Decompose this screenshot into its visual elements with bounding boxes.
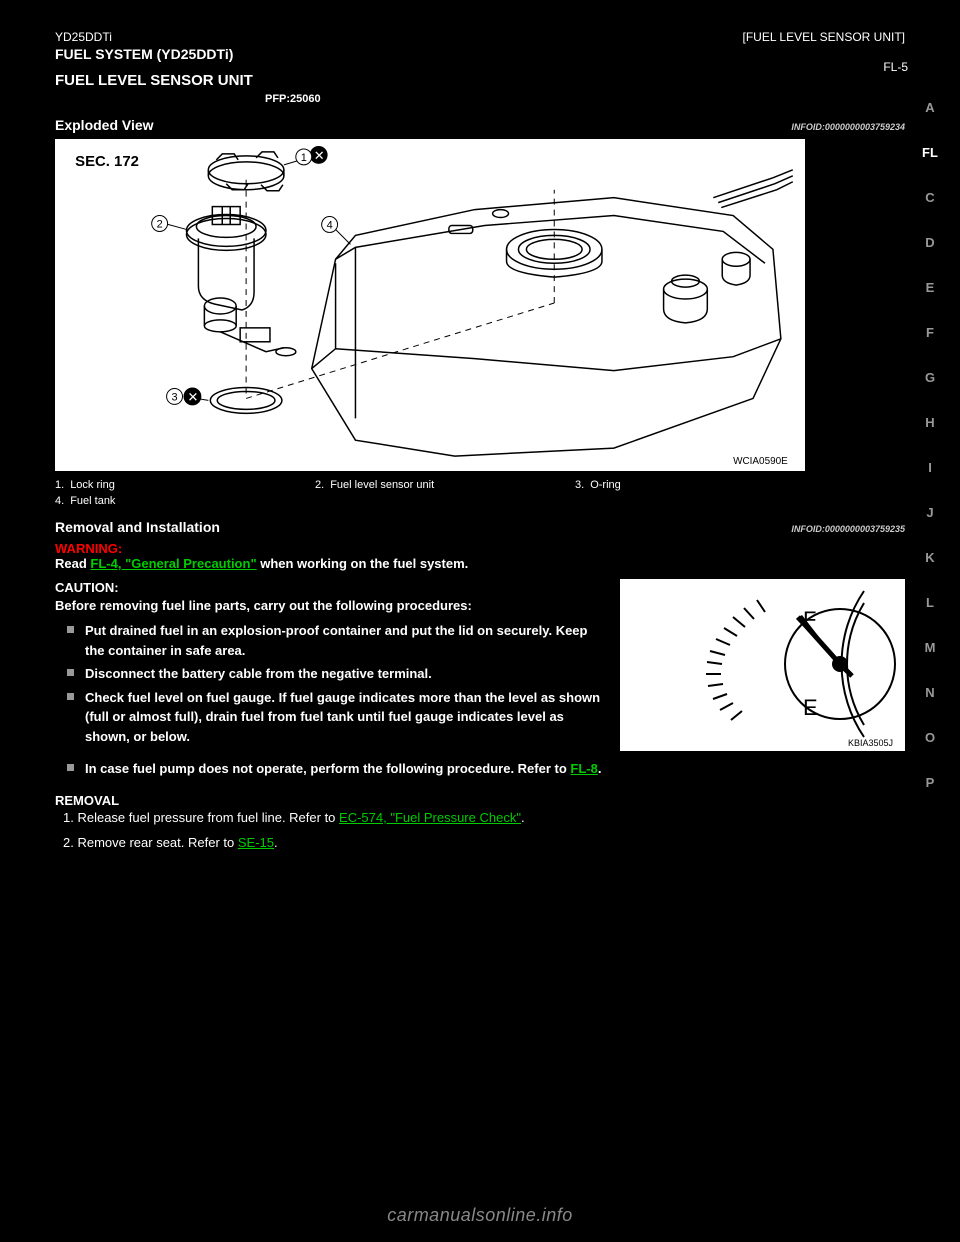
header-model: YD25DDTi	[55, 30, 112, 44]
bullet-item: Disconnect the battery cable from the ne…	[85, 664, 608, 684]
sidebar-item-fl[interactable]: FL	[922, 145, 938, 160]
caution-line: Before removing fuel line parts, carry o…	[55, 597, 608, 615]
warning-text: Read FL-4, "General Precaution" when wor…	[55, 556, 905, 571]
section-sidebar: A FL C D E F G H I J K L M N O P	[910, 100, 950, 790]
diagram-sec-label: SEC. 172	[75, 154, 139, 170]
legend-num: 1.	[55, 479, 64, 491]
gauge-empty-label: E	[803, 695, 818, 720]
bullet-item: In case fuel pump does not operate, perf…	[85, 759, 905, 779]
bullet-item: Put drained fuel in an explosion-proof c…	[85, 621, 608, 660]
legend-num: 4.	[55, 495, 64, 507]
sidebar-item-d[interactable]: D	[925, 235, 934, 250]
svg-text:1: 1	[301, 152, 307, 164]
warning-post: when working on the fuel system.	[257, 556, 469, 571]
general-precaution-link[interactable]: FL-4, "General Precaution"	[90, 556, 256, 571]
sidebar-item-n[interactable]: N	[925, 685, 934, 700]
fuel-pressure-link[interactable]: EC-574, "Fuel Pressure Check"	[339, 810, 521, 825]
svg-text:✕: ✕	[187, 389, 198, 404]
step-pre: 1. Release fuel pressure from fuel line.…	[63, 810, 339, 825]
sidebar-item-m[interactable]: M	[925, 640, 936, 655]
legend-label: Fuel tank	[70, 495, 115, 507]
sidebar-item-h[interactable]: H	[925, 415, 934, 430]
warning-label: WARNING:	[55, 541, 905, 556]
sidebar-item-i[interactable]: I	[928, 460, 932, 475]
bullet-post: .	[598, 761, 602, 776]
page-number: FL-5	[883, 60, 908, 74]
sidebar-item-j[interactable]: J	[926, 505, 933, 520]
sidebar-item-e[interactable]: E	[926, 280, 935, 295]
step-pre: 2. Remove rear seat. Refer to	[63, 835, 238, 850]
sidebar-item-k[interactable]: K	[925, 550, 934, 565]
legend-label: O-ring	[590, 479, 621, 491]
caution-label: CAUTION:	[55, 579, 608, 597]
legend-label: Lock ring	[70, 479, 115, 491]
step-post: .	[274, 835, 278, 850]
fuel-gauge-diagram: F E KBIA3505J	[620, 579, 905, 751]
bullet-pre: In case fuel pump does not operate, perf…	[85, 761, 570, 776]
section-title: FUEL LEVEL SENSOR UNIT	[55, 72, 905, 89]
gauge-code: KBIA3505J	[848, 738, 893, 748]
svg-text:2: 2	[157, 218, 163, 230]
rear-seat-link[interactable]: SE-15	[238, 835, 274, 850]
watermark: carmanualsonline.info	[0, 1205, 960, 1226]
warning-pre: Read	[55, 556, 90, 571]
legend-num: 2.	[315, 479, 324, 491]
sidebar-item-f[interactable]: F	[926, 325, 934, 340]
legend-label: Fuel level sensor unit	[330, 479, 434, 491]
svg-text:✕: ✕	[314, 148, 325, 163]
sidebar-item-c[interactable]: C	[925, 190, 934, 205]
step-2: 2. Remove rear seat. Refer to SE-15.	[63, 833, 905, 853]
sidebar-item-o[interactable]: O	[925, 730, 935, 745]
sidebar-item-l[interactable]: L	[926, 595, 934, 610]
exploded-infoid: INFOID:0000000003759234	[791, 122, 905, 132]
step-1: 1. Release fuel pressure from fuel line.…	[63, 808, 905, 828]
header-section: [FUEL LEVEL SENSOR UNIT]	[743, 30, 906, 44]
step-post: .	[521, 810, 525, 825]
diagram-code: WCIA0590E	[733, 456, 788, 467]
gauge-full-label: F	[803, 607, 816, 632]
bullet-item: Check fuel level on fuel gauge. If fuel …	[85, 688, 608, 747]
svg-text:4: 4	[327, 219, 333, 231]
draw-fuel-link[interactable]: FL-8	[570, 761, 597, 776]
sidebar-item-p[interactable]: P	[926, 775, 935, 790]
system-title: FUEL SYSTEM (YD25DDTi)	[55, 46, 905, 62]
sidebar-item-g[interactable]: G	[925, 370, 935, 385]
svg-text:3: 3	[172, 391, 178, 403]
removal-header: REMOVAL	[55, 793, 905, 808]
exploded-view-title: Exploded View	[55, 117, 154, 133]
pfp-code: PFP:25060	[265, 93, 905, 105]
exploded-diagram: SEC. 172 ✕ 1	[55, 139, 805, 471]
sidebar-item-a[interactable]: A	[925, 100, 934, 115]
legend: 1. Lock ring 2. Fuel level sensor unit 3. O…	[55, 479, 905, 507]
removal-title: Removal and Installation	[55, 519, 220, 535]
removal-infoid: INFOID:0000000003759235	[791, 524, 905, 534]
legend-num: 3.	[575, 479, 584, 491]
